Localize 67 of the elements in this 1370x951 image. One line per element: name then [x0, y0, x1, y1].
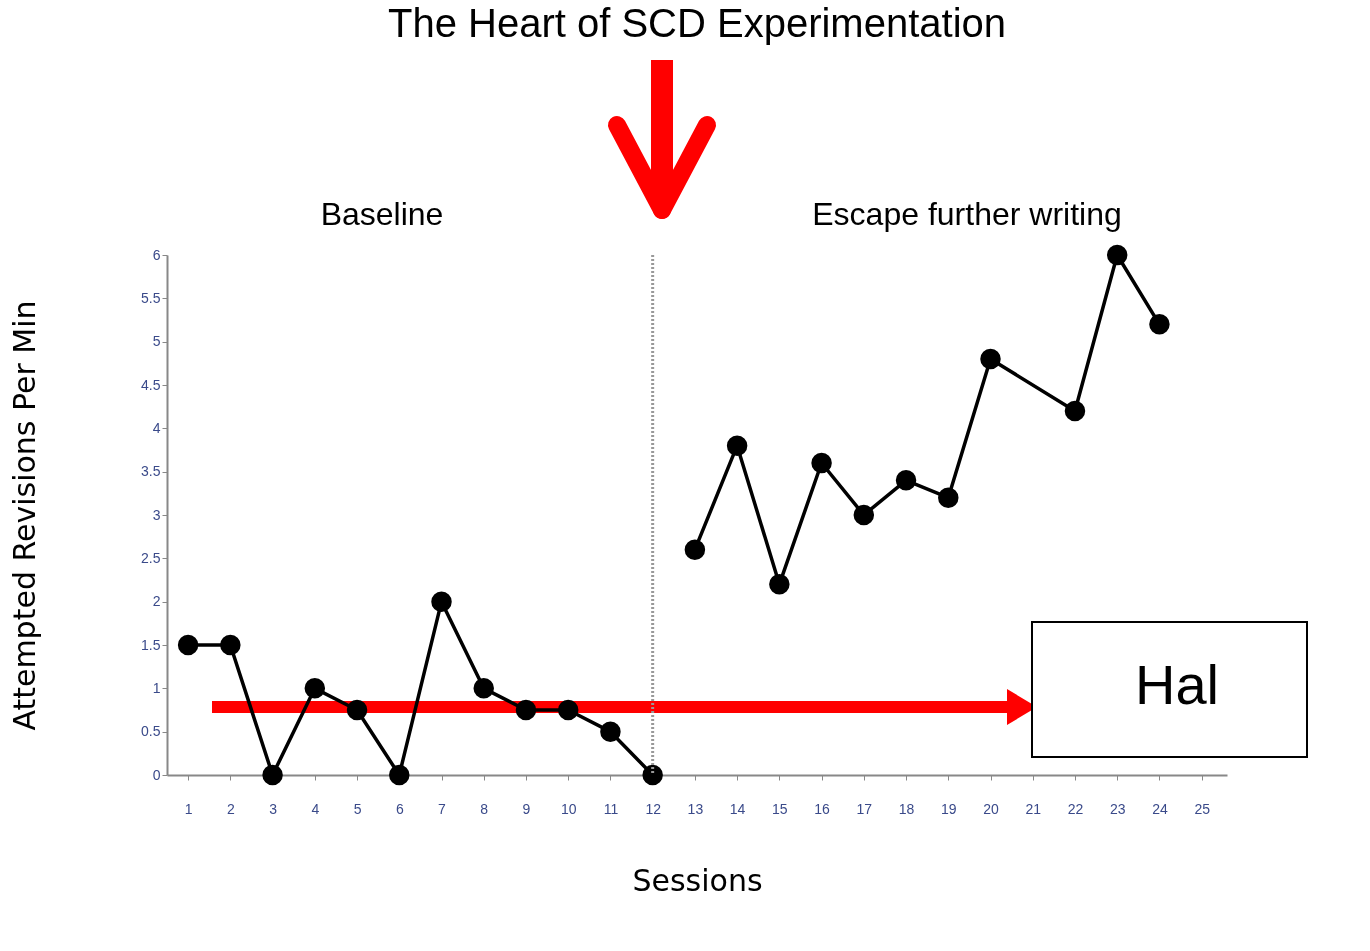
point: [642, 764, 663, 786]
x-tick-label: 10: [560, 800, 577, 817]
y-tick-label: 0.5: [141, 723, 161, 740]
text: Baseline: [320, 196, 444, 232]
point: [853, 504, 875, 526]
point: [473, 678, 494, 699]
x-tick-label: 13: [687, 800, 704, 817]
y-axis-title: Attempted Revisions Per Min: [7, 300, 43, 731]
x-tick-label: 5: [353, 800, 362, 817]
y-tick-label: 4.5: [141, 376, 161, 393]
x-tick-label: 9: [522, 800, 531, 817]
point: [431, 591, 452, 612]
y-tick-label: 4: [152, 419, 161, 436]
point: [895, 470, 917, 491]
x-tick-label: 14: [729, 800, 746, 817]
x-tick-label: 18: [898, 800, 915, 817]
x-tick-label: 7: [438, 800, 447, 817]
point: [980, 348, 1001, 370]
x-tick-label: 1: [184, 800, 193, 817]
annotation: Hal: [1134, 653, 1220, 716]
point: [1149, 314, 1170, 335]
text: Escape further writing: [812, 196, 1122, 232]
y-tick-label: 3: [152, 506, 161, 523]
point: [684, 539, 706, 560]
x-tick-label: 8: [480, 800, 489, 817]
point: [600, 721, 621, 742]
point: [177, 634, 199, 656]
point: [769, 574, 790, 595]
y-tick-label: 3.5: [141, 463, 161, 480]
point: [515, 699, 537, 721]
x-tick-label: 19: [940, 800, 957, 817]
point: [557, 699, 579, 721]
point: [938, 487, 959, 508]
x-tick-label: 11: [603, 800, 619, 817]
y-tick-label: 5.5: [141, 289, 161, 306]
y-tick-label: 1: [152, 679, 161, 696]
x-tick-label: 12: [645, 800, 662, 817]
point: [262, 764, 283, 786]
x-tick-label: 6: [395, 800, 404, 817]
chart-title: The Heart of SCD Experimentation: [387, 1, 1007, 45]
x-axis-title: Sessions: [632, 862, 763, 898]
x-tick-label: 17: [856, 800, 873, 817]
point: [304, 678, 326, 699]
x-tick-label: 21: [1025, 800, 1042, 817]
y-tick-label: 2.5: [141, 549, 161, 566]
point: [389, 764, 410, 786]
x-tick-label: 25: [1194, 800, 1211, 817]
x-tick-label: 15: [772, 800, 788, 817]
x-tick-label: 16: [814, 800, 831, 817]
point: [811, 452, 832, 474]
y-tick-label: 5: [152, 333, 161, 350]
point: [1106, 244, 1128, 266]
point: [346, 699, 368, 721]
y-tick-label: 1.5: [141, 636, 161, 653]
x-tick-label: 22: [1067, 800, 1084, 817]
x-tick-label: 4: [311, 800, 320, 817]
x-tick-label: 2: [226, 800, 235, 817]
point: [726, 435, 748, 456]
point: [220, 634, 241, 656]
point: [1064, 400, 1086, 422]
x-tick-label: 20: [983, 800, 999, 817]
y-tick-label: 2: [152, 593, 161, 610]
x-tick-label: 3: [269, 800, 278, 817]
y-tick-label: 6: [152, 246, 161, 263]
x-tick-label: 24: [1152, 800, 1168, 817]
x-tick-label: 23: [1109, 800, 1126, 817]
y-tick-label: 0: [152, 766, 161, 783]
